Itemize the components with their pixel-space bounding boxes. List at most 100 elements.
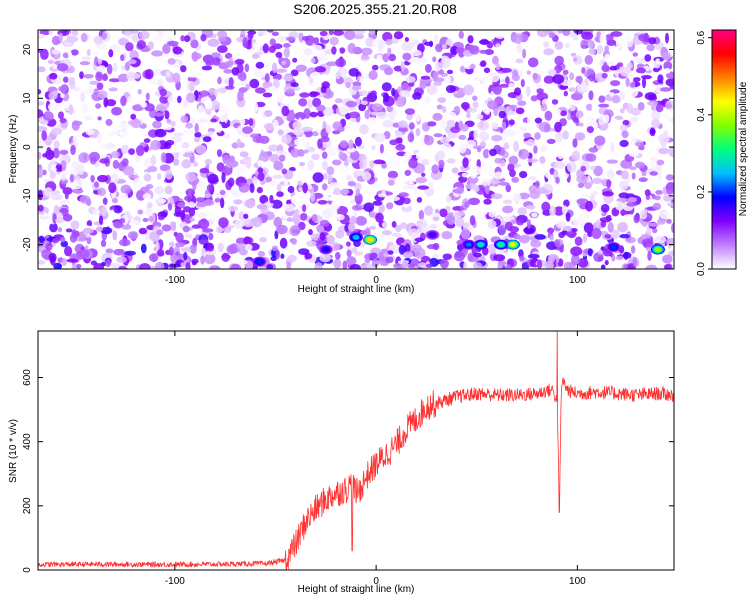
y-tick-label: -10 <box>22 188 33 203</box>
heatmap-cell <box>38 141 46 151</box>
heatmap-cell <box>197 180 206 192</box>
heatmap-y-ticks: -20 -10 0 10 20 <box>22 44 674 252</box>
heatmap-cell <box>106 63 113 75</box>
heatmap-cell <box>445 195 452 203</box>
heatmap-cell <box>473 252 482 258</box>
heatmap-cell <box>259 228 268 235</box>
heatmap-cell <box>350 150 360 161</box>
heatmap-cell <box>69 173 75 183</box>
heatmap-cell <box>499 83 510 88</box>
heatmap-cell <box>116 256 127 263</box>
heatmap-cell <box>511 176 520 183</box>
heatmap-cell <box>604 45 610 53</box>
heatmap-cell <box>291 238 297 245</box>
heatmap-cell <box>113 205 123 214</box>
heatmap-cell <box>38 101 45 106</box>
heatmap-cell <box>507 163 515 172</box>
heatmap-cell <box>322 183 328 191</box>
heatmap-cell <box>398 126 408 132</box>
x-tick-label: 100 <box>569 576 586 587</box>
heatmap-cell <box>576 198 589 205</box>
heatmap-cell <box>580 39 588 49</box>
heatmap-cell <box>86 198 92 207</box>
heatmap-cell <box>588 90 594 101</box>
heatmap-cell <box>182 158 192 169</box>
heatmap-cell <box>458 175 468 183</box>
heatmap-cell <box>313 37 319 45</box>
heatmap-cell <box>326 61 338 67</box>
heatmap-cell <box>268 86 277 93</box>
heatmap-cell <box>260 53 269 60</box>
heatmap-cell <box>451 167 459 174</box>
heatmap-cell <box>38 66 46 73</box>
heatmap-cell <box>121 65 126 71</box>
heatmap-cell <box>432 112 443 121</box>
heatmap-cell <box>573 57 578 62</box>
heatmap-cell <box>436 150 446 160</box>
heatmap-cell <box>383 92 390 103</box>
heatmap-cell <box>309 91 318 98</box>
heatmap-cell <box>48 252 57 263</box>
heatmap-cell <box>299 162 306 167</box>
heatmap-cell <box>180 247 192 253</box>
snr-x-axis-label: Height of straight line (km) <box>298 584 415 595</box>
heatmap-cell <box>591 103 597 112</box>
heatmap-cell <box>663 194 674 202</box>
heatmap-cell <box>317 53 328 62</box>
heatmap-cell <box>185 262 191 269</box>
heatmap-cell <box>93 51 99 56</box>
heatmap-cell <box>432 71 439 80</box>
heatmap-cell <box>355 216 367 226</box>
heatmap-cell <box>476 114 484 120</box>
heatmap-cell <box>105 248 114 254</box>
heatmap-cell <box>553 108 562 116</box>
heatmap-cell <box>38 151 42 160</box>
heatmap-cell <box>372 182 378 191</box>
heatmap-cell <box>165 169 173 180</box>
heatmap-cell <box>352 81 362 87</box>
heatmap-cell <box>544 110 553 121</box>
heatmap-cell <box>217 242 224 253</box>
heatmap-cell <box>505 184 512 193</box>
heatmap-cell <box>346 256 357 266</box>
heatmap-cell <box>61 257 67 266</box>
heatmap-cell <box>436 104 443 110</box>
heatmap-cell <box>473 77 482 82</box>
heatmap-cell <box>377 39 385 49</box>
heatmap-cell <box>652 227 658 234</box>
heatmap-cell <box>332 121 343 131</box>
heatmap-cell <box>362 171 372 181</box>
snr-frame <box>37 330 675 571</box>
heatmap-cell <box>180 35 185 42</box>
snr-series-line <box>38 331 674 570</box>
heatmap-cell <box>214 88 219 97</box>
heatmap-cell <box>606 169 615 179</box>
heatmap-cell <box>482 179 491 187</box>
heatmap-cell <box>640 171 648 177</box>
heatmap-cell <box>469 63 476 70</box>
heatmap-cell <box>557 258 564 267</box>
y-tick-label: 0 <box>22 144 33 150</box>
heatmap-cell <box>546 131 557 136</box>
heatmap-cell <box>224 133 231 140</box>
heatmap-cell <box>291 194 303 206</box>
heatmap-cell <box>427 181 434 189</box>
heatmap-cell <box>96 82 104 91</box>
heatmap-cell <box>527 176 537 181</box>
heatmap-cell <box>453 105 461 115</box>
heatmap-cell <box>583 233 587 243</box>
heatmap-cell <box>139 263 151 269</box>
heatmap-cell <box>81 33 88 43</box>
heatmap-cell <box>489 185 494 191</box>
heatmap-cell <box>344 30 356 41</box>
heatmap-cells <box>38 30 674 269</box>
heatmap-cell <box>418 57 427 64</box>
heatmap-cell <box>644 92 657 101</box>
heatmap-cell <box>653 195 661 201</box>
heatmap-cell <box>651 149 659 159</box>
heatmap-cell <box>505 264 512 269</box>
heatmap-cell <box>599 33 607 44</box>
heatmap-cell <box>280 253 285 259</box>
heatmap-cell <box>354 136 362 147</box>
